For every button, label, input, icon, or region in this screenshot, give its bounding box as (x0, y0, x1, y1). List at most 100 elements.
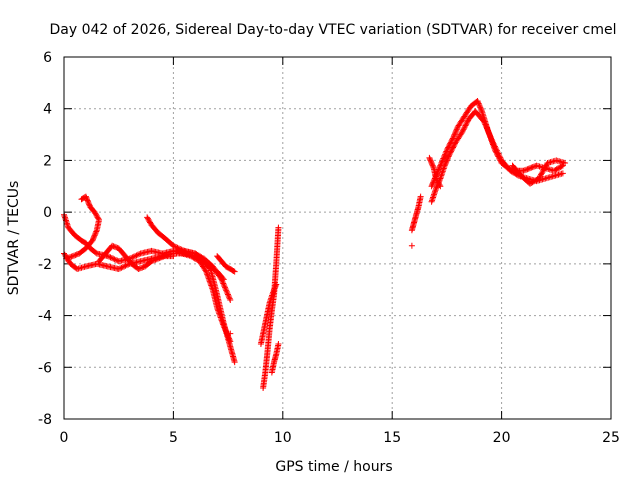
data-point-arc-c (83, 196, 90, 203)
data-point-arc-f (216, 311, 223, 318)
data-point-arc-n (432, 175, 439, 182)
data-point-arc-m (491, 143, 498, 150)
data-point-arc-l (554, 165, 561, 172)
data-point-arc-l (452, 128, 459, 135)
data-point-arc-e (220, 280, 227, 287)
data-point-arc-o (529, 179, 536, 186)
data-point-arc-m (442, 160, 449, 167)
data-point-arc-c (92, 231, 99, 238)
data-point-arc-f (214, 306, 221, 313)
data-point-arc-l (529, 164, 536, 171)
data-point-arc-f (220, 322, 227, 329)
data-point-arc-f (217, 313, 224, 320)
data-point-arc-a (112, 256, 119, 263)
data-point-arc-l (527, 165, 534, 172)
y-tick-label: 6 (43, 50, 52, 66)
data-point-arc-e (225, 292, 232, 299)
x-tick-label: 25 (602, 430, 620, 446)
data-point-arc-f (205, 275, 212, 282)
data-point-arc-b (121, 263, 128, 270)
data-point-arc-d (136, 265, 143, 272)
y-tick-label: -2 (38, 257, 52, 273)
data-point-arc-d (138, 264, 145, 271)
data-point-arc-n (435, 180, 442, 187)
data-point-arc-l (476, 103, 483, 110)
data-point-arc-e (193, 251, 200, 258)
data-point-arc-m (486, 131, 493, 138)
data-point-arc-h (275, 224, 282, 231)
data-point-arc-l (553, 166, 560, 173)
data-point-arc-f (203, 268, 210, 275)
data-point-arc-a (107, 254, 114, 261)
data-point-arc-l (452, 130, 459, 137)
data-point-arc-l (451, 131, 458, 138)
y-tick-label: 4 (43, 102, 52, 118)
data-point-arc-c (93, 213, 100, 220)
data-point-arc-f (227, 338, 234, 345)
data-point-arc-f (219, 320, 226, 327)
data-point-arc-c (93, 211, 100, 218)
data-point-arc-l (453, 126, 460, 133)
chart-title: Day 042 of 2026, Sidereal Day-to-day VTE… (49, 22, 616, 38)
data-point-arc-m (451, 140, 458, 147)
data-point-arc-m (490, 140, 497, 147)
data-point-arc-f (187, 253, 194, 260)
data-point-arc-l (528, 164, 535, 171)
data-point-arc-e (222, 284, 229, 291)
data-point-arc-m (445, 153, 452, 160)
x-tick-label: 5 (169, 430, 178, 446)
data-point-arc-e (170, 242, 177, 249)
data-point-arc-l (525, 165, 532, 172)
data-point-arc-c (84, 197, 91, 204)
data-point-arc-f (205, 274, 212, 281)
data-point-arc-l (450, 134, 457, 141)
data-point-arc-f (221, 325, 228, 332)
data-point-arc-c (64, 255, 71, 262)
data-point-arc-c (68, 253, 75, 260)
data-point-arc-e (217, 275, 224, 282)
data-point-arc-l (454, 125, 461, 132)
data-point-arc-b (122, 262, 129, 269)
data-point-arc-f (206, 276, 213, 283)
y-tick-label: 2 (43, 153, 52, 169)
data-point-arc-c (91, 209, 98, 216)
data-point-arc-n (429, 162, 436, 169)
data-point-arc-m (432, 185, 439, 192)
data-point-arc-f (219, 318, 226, 325)
data-point-arc-b (123, 262, 130, 269)
data-point-arc-l (428, 183, 435, 190)
data-point-arc-n (430, 163, 437, 170)
data-point-arc-i (271, 285, 278, 292)
data-point-arc-f (218, 315, 225, 322)
data-point-arc-e (194, 251, 201, 258)
x-tick-labels: 0 5 10 15 20 25 (60, 430, 620, 446)
data-point-arc-c (75, 251, 82, 258)
data-point-arc-l (429, 181, 436, 188)
data-point-arc-a (129, 254, 136, 261)
data-point-arc-l (475, 99, 482, 106)
data-point-arc-c (86, 201, 93, 208)
data-point-arc-d (153, 256, 160, 263)
data-point-arc-e (223, 287, 230, 294)
data-point-arc-f (224, 331, 231, 338)
data-point-arc-m (497, 154, 504, 161)
data-point-arc-o (541, 165, 548, 172)
data-point-arc-a (130, 253, 137, 260)
data-point-arc-m (443, 158, 450, 165)
data-point-arc-m (492, 144, 499, 151)
data-point-arc-i (271, 286, 278, 293)
data-point-arc-e (226, 294, 233, 301)
data-point-arc-l (551, 167, 558, 174)
data-point-arc-m (488, 136, 495, 143)
data-point-arc-f (192, 256, 199, 263)
data-point-arc-o (562, 160, 569, 167)
data-point-arc-m (485, 129, 492, 136)
data-point-arc-d (149, 257, 156, 264)
data-point-arc-e (219, 277, 226, 284)
data-point-arc-m (461, 123, 468, 130)
data-point-arc-d (156, 255, 163, 262)
data-point-arc-m (461, 125, 468, 132)
data-point-arc-l (556, 164, 563, 171)
data-point-arc-c (91, 232, 98, 239)
data-point-arc-f (194, 256, 201, 263)
